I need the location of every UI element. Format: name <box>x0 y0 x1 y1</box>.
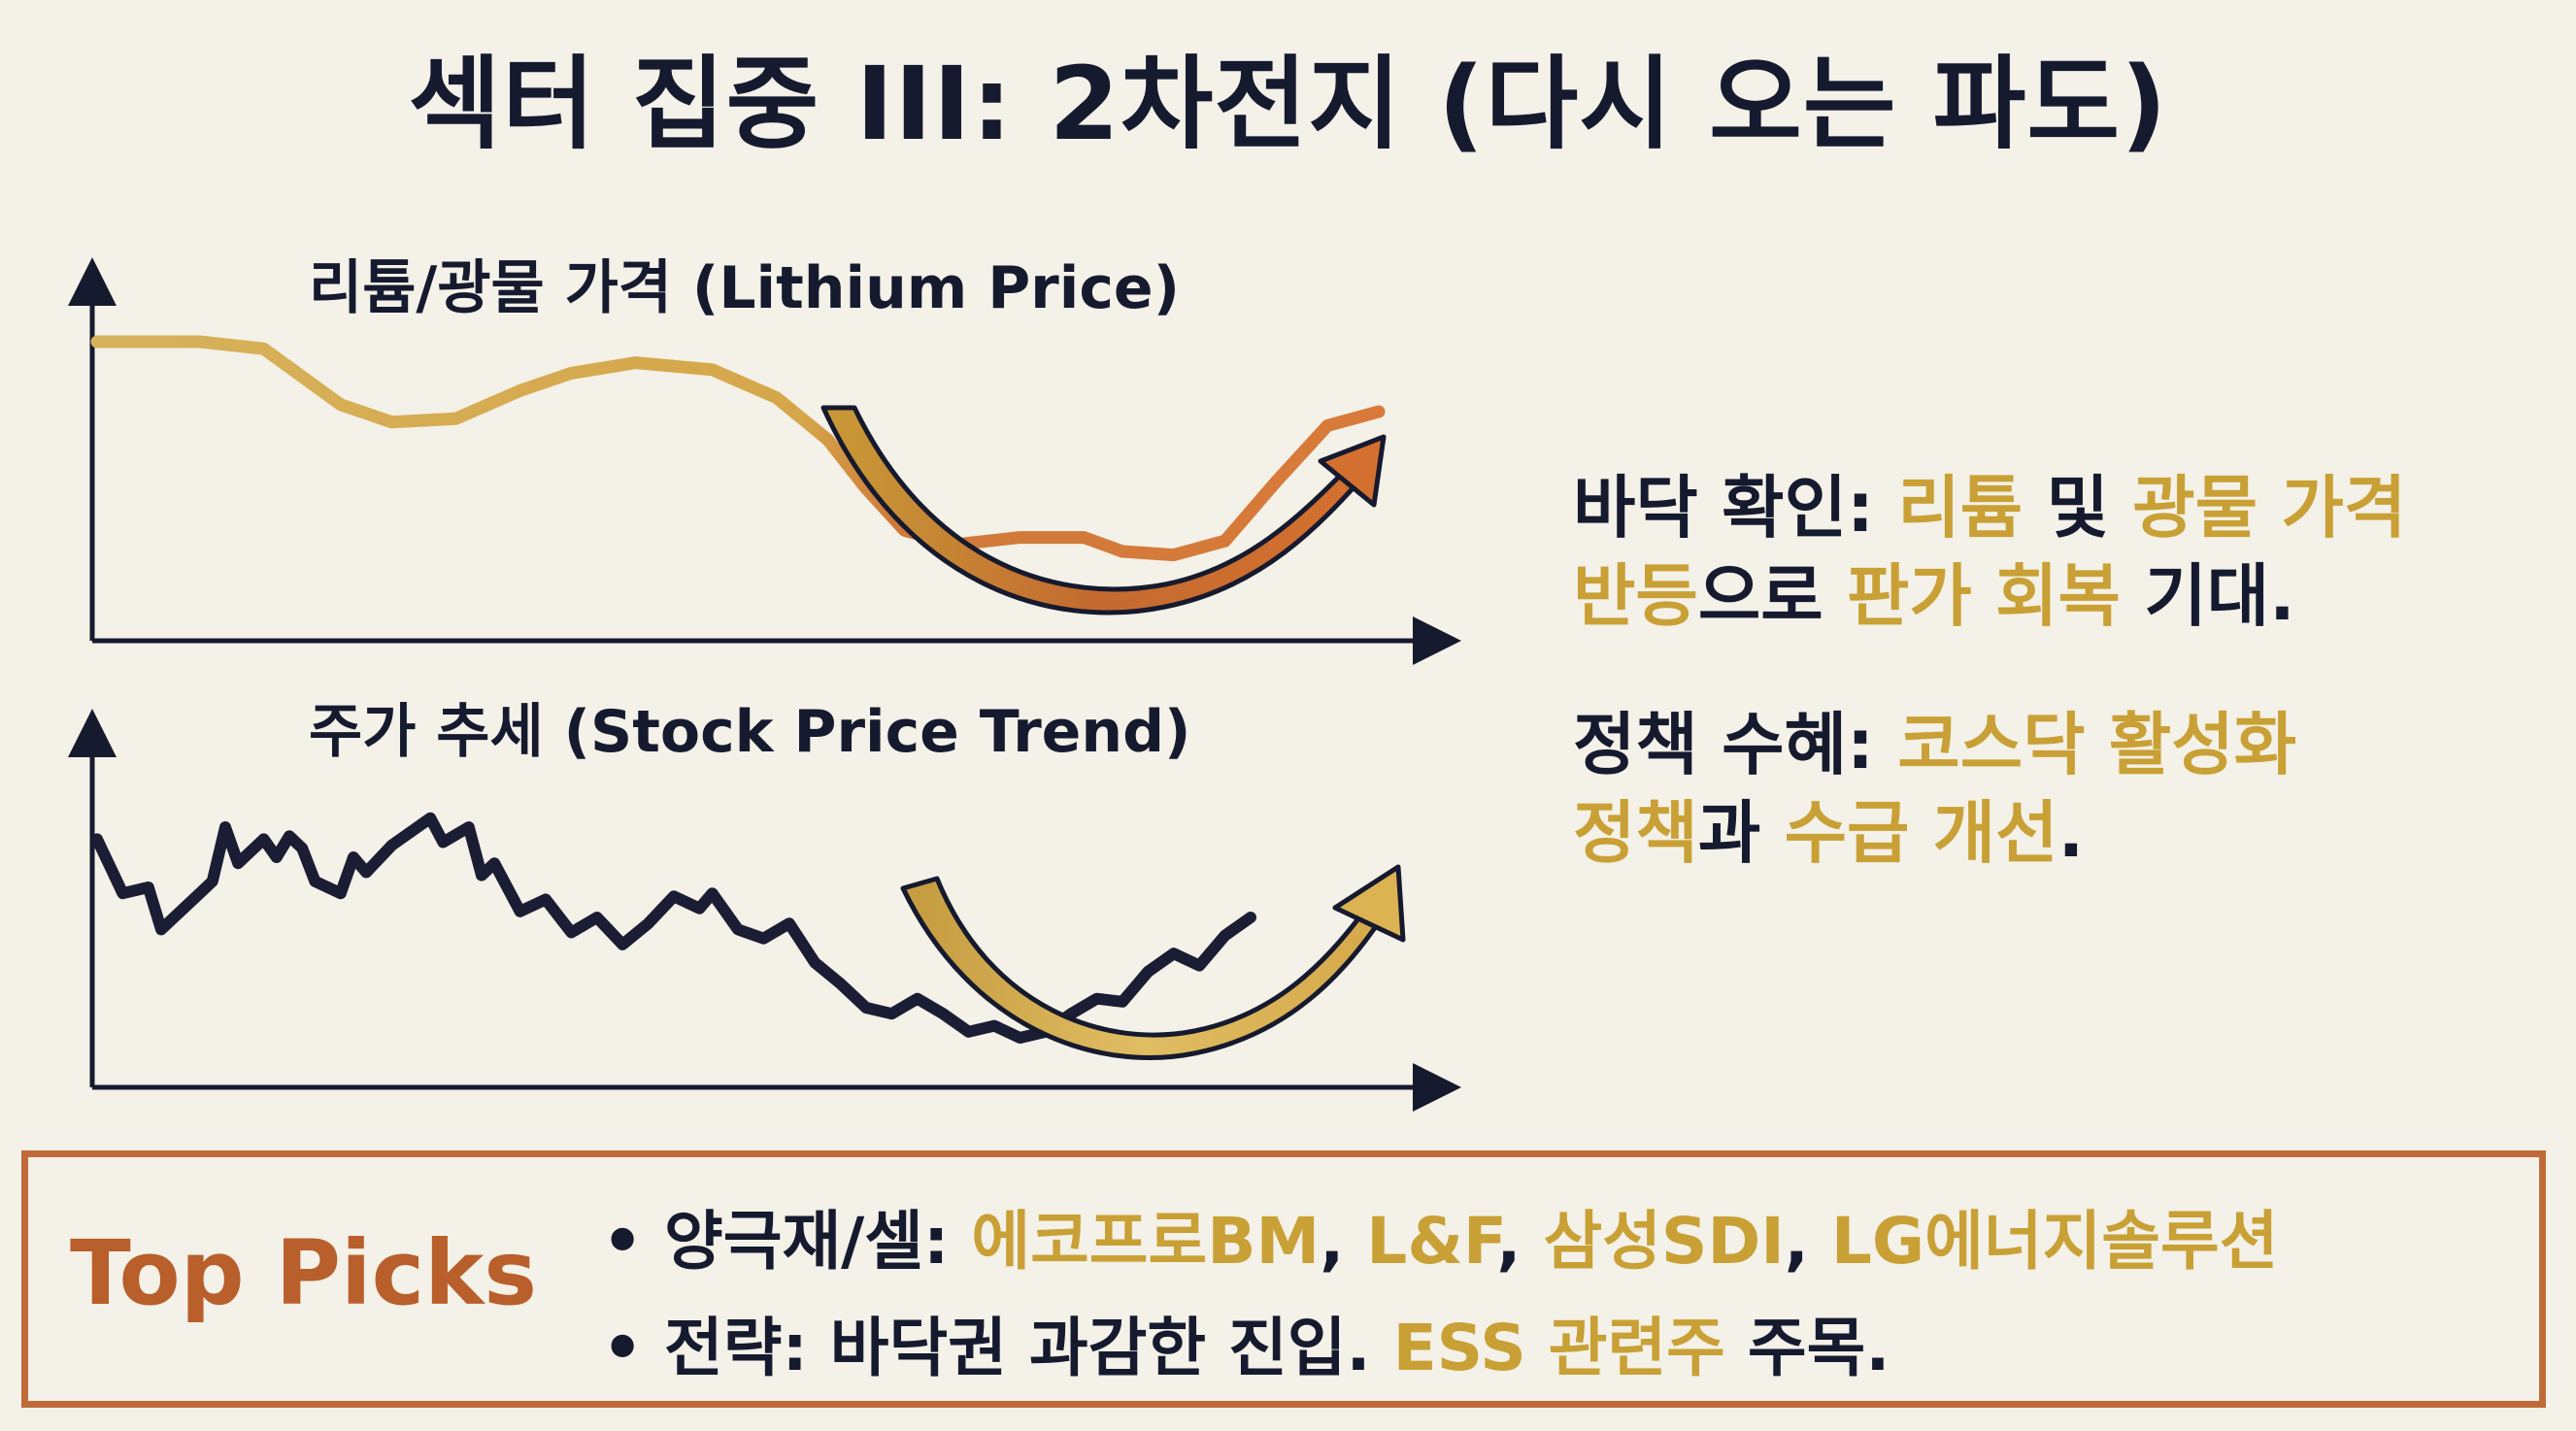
chart-title-lithium: 리튬/광물 가격 (Lithium Price) <box>309 254 1181 322</box>
pick-item: LG에너지솔루션 <box>1830 1204 2279 1279</box>
stock-trend-chart <box>68 709 1461 1112</box>
point-1-part-4: 수급 개선 <box>1784 793 2058 873</box>
pick2-suffix: 주목. <box>1724 1311 1890 1385</box>
charts-canvas <box>68 257 1461 1112</box>
point-0-part-2: 및 <box>2023 468 2133 548</box>
point-0-part-4: 반등 <box>1573 556 1698 636</box>
point-1-part-0: 정책 수혜: <box>1573 705 1898 784</box>
pick-line-cathode-cell: • 양극재/셀: 에코프로BM, L&F, 삼성SDI, LG에너지솔루션 <box>602 1189 2278 1282</box>
point-0-part-5: 으로 <box>1697 556 1847 636</box>
top-picks-label: Top Picks <box>70 1221 538 1325</box>
point-0-part-7: 기대. <box>2120 556 2295 636</box>
point-0-part-0: 바닥 확인: <box>1573 468 1898 548</box>
pick-line-strategy: • 전략: 바닥권 과감한 진입. ESS 관련주 주목. <box>602 1296 1890 1389</box>
chart2-rebound-arrow <box>900 864 1406 1060</box>
lithium-price-chart <box>68 257 1461 665</box>
point-0-part-1: 리튬 <box>1897 468 2024 548</box>
pick-item: 삼성SDI <box>1543 1204 1785 1279</box>
pick-separator: , <box>1320 1204 1367 1279</box>
pick2-highlight: ESS 관련주 <box>1392 1311 1725 1385</box>
chart1-rebound-arrow <box>820 405 1387 616</box>
pick1-items: 에코프로BM, L&F, 삼성SDI, LG에너지솔루션 <box>971 1204 2278 1279</box>
point-0-part-3: 광물 가격 <box>2132 468 2407 548</box>
bullet-icon: • <box>602 1311 644 1385</box>
pick-separator: , <box>1784 1204 1831 1279</box>
pick-item: 에코프로BM <box>971 1204 1321 1279</box>
point-1-part-5: . <box>2057 793 2085 873</box>
point-1-part-1: 코스닥 활성화 <box>1897 705 2297 784</box>
pick-item: L&F <box>1366 1204 1497 1279</box>
point-0-part-6: 판가 회복 <box>1846 556 2121 636</box>
lithium-price-line <box>90 335 1386 562</box>
top-picks-box <box>21 1150 2546 1408</box>
pick2-prefix: 전략: 바닥권 과감한 진입. <box>664 1311 1393 1385</box>
stock-trend-line <box>91 812 1256 1044</box>
page-title: 섹터 집중 III: 2차전지 (다시 오는 파도) <box>408 45 2168 163</box>
pick1-prefix: 양극재/셀: <box>664 1204 972 1279</box>
point-1-part-3: 과 <box>1697 793 1785 873</box>
chart-title-stock: 주가 추세 (Stock Price Trend) <box>309 698 1191 766</box>
bullet-icon: • <box>602 1204 644 1279</box>
point-1-part-2: 정책 <box>1573 793 1698 873</box>
pick-separator: , <box>1496 1204 1544 1279</box>
